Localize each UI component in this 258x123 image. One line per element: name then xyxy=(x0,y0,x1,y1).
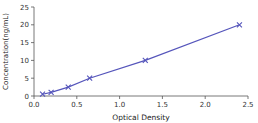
y-tick xyxy=(31,24,34,25)
x-tick xyxy=(76,96,77,99)
x-tick-label: 0.5 xyxy=(71,101,82,109)
data-line xyxy=(43,25,240,94)
y-tick xyxy=(31,60,34,61)
x-tick xyxy=(162,96,163,99)
x-tick-label: 2.5 xyxy=(242,101,253,109)
y-tick xyxy=(31,7,34,8)
y-tick-label: 5 xyxy=(25,75,29,83)
y-tick xyxy=(31,96,34,97)
data-marker xyxy=(40,92,45,97)
y-axis-line xyxy=(34,7,35,96)
plot-area xyxy=(40,22,242,96)
x-tick xyxy=(248,96,249,99)
y-tick-label: 15 xyxy=(20,39,29,47)
x-tick xyxy=(119,96,120,99)
data-marker xyxy=(143,58,148,63)
data-marker xyxy=(66,85,71,90)
y-tick-label: 10 xyxy=(20,57,29,65)
x-axis-label: Optical Density xyxy=(112,113,170,122)
x-axis-line xyxy=(34,96,248,97)
y-axis-label: Concentration(ng/mL) xyxy=(2,13,10,90)
x-tick-label: 2.0 xyxy=(200,101,211,109)
x-tick-label: 0.0 xyxy=(28,101,39,109)
y-tick xyxy=(31,78,34,79)
y-tick xyxy=(31,42,34,43)
y-tick-label: 0 xyxy=(25,93,29,101)
data-marker xyxy=(87,76,92,81)
data-marker xyxy=(49,90,54,95)
chart: 0.0 0.5 1.0 1.5 2.0 2.5 0 5 10 15 20 25 Optical Dens… xyxy=(0,0,258,123)
x-tick-label: 1.0 xyxy=(114,101,125,109)
x-tick xyxy=(34,96,35,99)
x-tick-label: 1.5 xyxy=(157,101,168,109)
y-tick-label: 20 xyxy=(20,21,29,29)
data-marker xyxy=(237,22,242,27)
y-tick-label: 25 xyxy=(20,4,29,12)
x-tick xyxy=(205,96,206,99)
chart-container: 0.0 0.5 1.0 1.5 2.0 2.5 0 5 10 15 20 25 Optical Dens… xyxy=(0,0,258,123)
